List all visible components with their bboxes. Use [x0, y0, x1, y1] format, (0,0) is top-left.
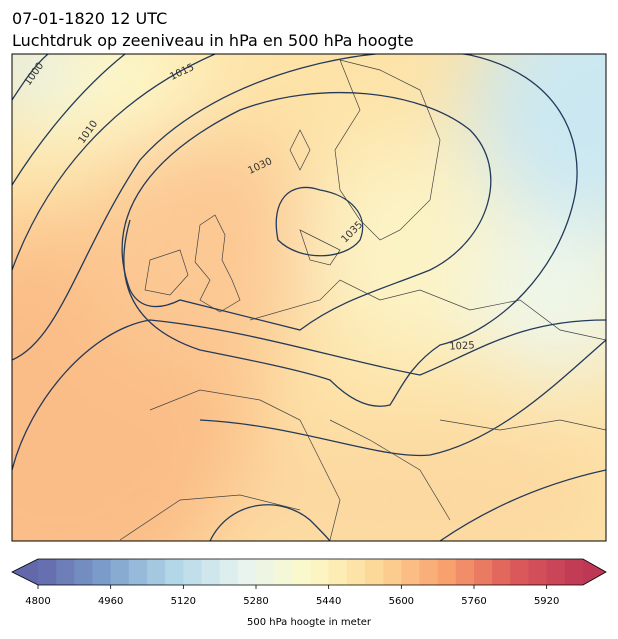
isobar	[12, 319, 606, 471]
isobar	[12, 54, 216, 271]
colorbar-band	[237, 559, 257, 585]
colorbar-band	[528, 559, 548, 585]
colorbar-band	[292, 559, 311, 585]
colorbar-band	[274, 559, 293, 585]
colorbar-tick-label: 5600	[389, 596, 414, 607]
isobar	[439, 469, 606, 541]
contour-label: 1025	[449, 340, 475, 352]
colorbar-band	[183, 559, 202, 585]
isobar	[12, 54, 126, 186]
isobar	[199, 339, 606, 457]
colorbar-band	[56, 559, 75, 585]
colorbar-band	[128, 559, 148, 585]
colorbar-frame	[11, 558, 607, 586]
colorbar-extend	[583, 559, 606, 585]
colorbar-band	[310, 559, 330, 585]
colorbar-band	[147, 559, 166, 585]
colorbar-band	[419, 559, 439, 585]
colorbar-tick-label: 4960	[98, 596, 123, 607]
colorbar-band	[256, 559, 275, 585]
colorbar-band	[437, 559, 457, 585]
colorbar: 4800 4960 5120 5280 5440 5600 5760 5920	[11, 558, 607, 607]
colorbar-band	[328, 559, 348, 585]
colorbar-band	[546, 559, 566, 585]
colorbar-band	[365, 559, 384, 585]
colorbar-tick-label: 5120	[171, 596, 196, 607]
colorbar-band	[110, 559, 130, 585]
colorbar-tick-label: 5440	[316, 596, 341, 607]
colorbar-band	[346, 559, 366, 585]
isobar	[209, 504, 331, 541]
colorbar-tick-label: 4800	[25, 596, 50, 607]
subtitle: Luchtdruk op zeeniveau in hPa en 500 hPa…	[12, 31, 414, 50]
colorbar-band	[219, 559, 239, 585]
colorbar-extend	[12, 559, 38, 585]
isobar	[275, 186, 364, 257]
colorbar-tick-label: 5280	[243, 596, 268, 607]
colorbar-band	[383, 559, 402, 585]
colorbar-band	[474, 559, 493, 585]
colorbar-label: 500 hPa hoogte in meter	[247, 617, 372, 628]
colorbar-band	[92, 559, 112, 585]
isobar	[12, 54, 49, 101]
colorbar-band	[510, 559, 529, 585]
colorbar-band	[165, 559, 184, 585]
colorbar-band	[201, 559, 221, 585]
colorbar-band	[492, 559, 511, 585]
colorbar-band	[74, 559, 93, 585]
colorbar-band	[564, 559, 584, 585]
colorbar-tick-label: 5920	[534, 596, 559, 607]
colorbar-band	[38, 559, 57, 585]
colorbar-tick-label: 5760	[461, 596, 486, 607]
map-frame	[11, 53, 607, 542]
isobar	[12, 54, 578, 407]
colorbar-band	[401, 559, 420, 585]
title: 07-01-1820 12 UTC	[12, 9, 167, 28]
isobar	[121, 91, 492, 331]
colorbar-band	[455, 559, 475, 585]
